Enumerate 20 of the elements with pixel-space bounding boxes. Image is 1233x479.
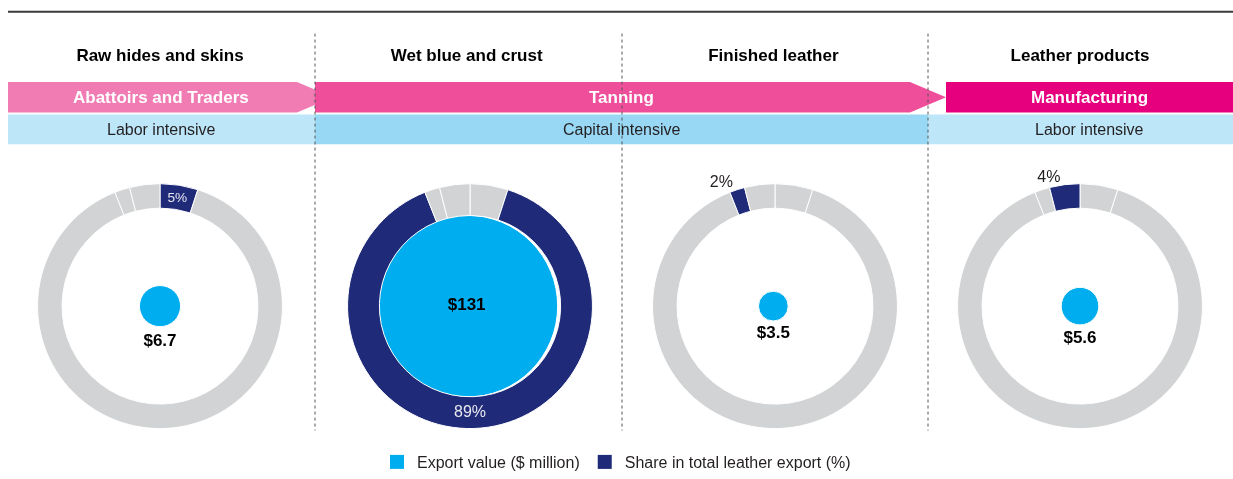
data-label: 89% xyxy=(453,402,487,420)
data-label: 2% xyxy=(709,173,733,191)
data-label: $6.7 xyxy=(143,330,177,350)
legend-label: Export value ($ million) xyxy=(417,454,580,472)
text: Abattoirs and Traders xyxy=(73,88,249,107)
category-label: Leather products xyxy=(1010,45,1150,65)
category-label: Finished leather xyxy=(708,45,839,65)
text: Labor intensive xyxy=(1035,121,1144,138)
data-label: $131 xyxy=(447,295,486,315)
data-label: 4% xyxy=(1037,167,1061,185)
text: Capital intensive xyxy=(563,121,681,138)
data-label: $5.6 xyxy=(1063,328,1097,348)
data-label: $3.5 xyxy=(756,323,790,343)
category-label: Raw hides and skins xyxy=(76,45,244,65)
data-label: 5% xyxy=(167,189,188,205)
category-label: Wet blue and crust xyxy=(390,45,543,65)
text: Labor intensive xyxy=(107,121,216,138)
text: Tanning xyxy=(589,88,654,107)
legend-label: Share in total leather export (%) xyxy=(624,454,851,472)
text: Manufacturing xyxy=(1031,88,1149,107)
